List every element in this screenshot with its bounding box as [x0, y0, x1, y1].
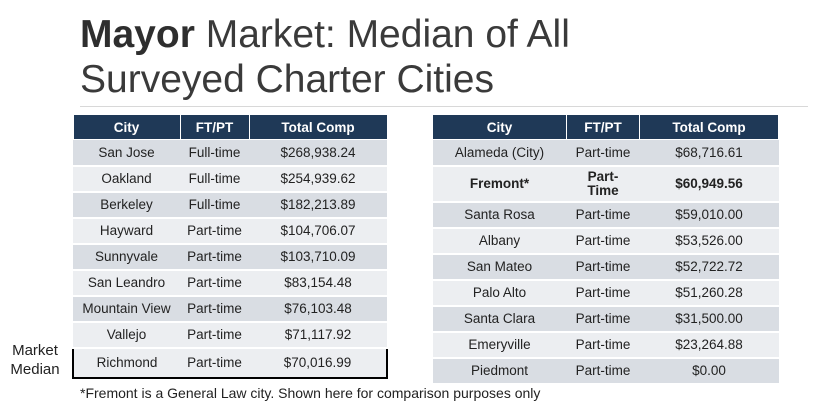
table-row: Emeryville Part-time $23,264.88 [432, 331, 779, 359]
table-row: Sunnyvale Part-time $103,710.09 [73, 243, 387, 271]
cell-city: San Leandro [73, 269, 180, 297]
header-city: City [72, 114, 181, 140]
cell-comp: $268,938.24 [249, 139, 387, 167]
cell-comp: $53,526.00 [639, 227, 779, 255]
table-row: Piedmont Part-time $0.00 [432, 357, 779, 385]
table-header-row: City FT/PT Total Comp [432, 114, 779, 140]
cell-city: Santa Rosa [432, 201, 567, 229]
cell-comp: $68,716.61 [639, 139, 779, 167]
cell-city: Oakland [73, 165, 180, 193]
header-ftpt: FT/PT [179, 114, 250, 140]
cell-comp: $60,949.56 [639, 165, 779, 203]
title-divider [80, 106, 808, 107]
header-total-comp: Total Comp [248, 114, 388, 140]
cell-city: Santa Clara [432, 305, 567, 333]
market-median-label: Market Median [10, 342, 60, 378]
table-row: Vallejo Part-time $71,117.92 [73, 321, 387, 349]
cell-city: Berkeley [73, 191, 180, 219]
cell-ftpt: Part-time [566, 331, 640, 359]
cell-comp: $83,154.48 [249, 269, 387, 297]
title-line2: Surveyed Charter Cities [80, 58, 494, 101]
cell-ftpt: Part-time [180, 269, 249, 297]
cell-city: Emeryville [432, 331, 567, 359]
cell-ftpt: Part-time [566, 305, 640, 333]
fremont-row: Fremont* Part-Time $60,949.56 [432, 165, 779, 203]
cell-ftpt: Part-time [180, 321, 249, 349]
cell-comp: $0.00 [639, 357, 779, 385]
cell-city: Alameda (City) [432, 139, 567, 167]
table-row: Berkeley Full-time $182,213.89 [73, 191, 387, 219]
cell-ftpt: Part-time [566, 227, 640, 255]
median-row: Richmond Part-time $70,016.99 [72, 346, 388, 379]
table-row: Alameda (City) Part-time $68,716.61 [432, 139, 779, 167]
cell-city: Sunnyvale [73, 243, 180, 271]
table-row: Oakland Full-time $254,939.62 [73, 165, 387, 193]
cell-comp: $52,722.72 [639, 253, 779, 281]
cell-city: San Jose [73, 139, 180, 167]
right-comp-table: City FT/PT Total Comp Alameda (City) Par… [432, 114, 779, 385]
cell-ftpt: Part-time [566, 253, 640, 281]
cell-city: San Mateo [432, 253, 567, 281]
cell-ftpt: Full-time [180, 139, 249, 167]
cell-ftpt: Part-time [180, 243, 249, 271]
cell-city: Piedmont [432, 357, 567, 385]
cell-comp: $71,117.92 [249, 321, 387, 349]
cell-ftpt: Part-time [566, 201, 640, 229]
cell-comp: $70,016.99 [249, 346, 388, 379]
cell-city: Fremont* [432, 165, 567, 203]
cell-ftpt: Part-time [566, 357, 640, 385]
footnote: *Fremont is a General Law city. Shown he… [80, 385, 541, 401]
cell-comp: $182,213.89 [249, 191, 387, 219]
cell-city: Albany [432, 227, 567, 255]
cell-comp: $23,264.88 [639, 331, 779, 359]
cell-ftpt: Part-time [566, 279, 640, 307]
header-total-comp: Total Comp [639, 114, 779, 140]
cell-ftpt: Part-time [180, 295, 249, 323]
table-row: Santa Rosa Part-time $59,010.00 [432, 201, 779, 229]
cell-comp: $254,939.62 [249, 165, 387, 193]
cell-ftpt: Part-time [566, 139, 640, 167]
cell-ftpt: Part-time [180, 217, 249, 245]
cell-comp: $59,010.00 [639, 201, 779, 229]
table-row: San Mateo Part-time $52,722.72 [432, 253, 779, 281]
title-line1-rest: Market: Median of All [194, 13, 570, 56]
table-header-row: City FT/PT Total Comp [72, 114, 388, 140]
table-row: San Jose Full-time $268,938.24 [73, 139, 387, 167]
title-bold-word: Mayor [80, 13, 195, 56]
cell-city: Palo Alto [432, 279, 567, 307]
cell-city: Hayward [73, 217, 180, 245]
table-row: San Leandro Part-time $83,154.48 [73, 269, 387, 297]
cell-comp: $31,500.00 [639, 305, 779, 333]
cell-city: Richmond [72, 346, 180, 379]
cell-comp: $51,260.28 [639, 279, 779, 307]
table-row: Santa Clara Part-time $31,500.00 [432, 305, 779, 333]
cell-ftpt: Part-Time [566, 165, 640, 203]
header-city: City [432, 114, 567, 140]
slide-title: Mayor Market: Median of All Surveyed Char… [80, 12, 570, 102]
cell-comp: $103,710.09 [249, 243, 387, 271]
cell-city: Vallejo [73, 321, 180, 349]
header-ftpt: FT/PT [566, 114, 640, 140]
cell-comp: $76,103.48 [249, 295, 387, 323]
table-row: Palo Alto Part-time $51,260.28 [432, 279, 779, 307]
left-comp-table: City FT/PT Total Comp San Jose Full-time… [72, 114, 388, 379]
cell-ftpt: Full-time [180, 191, 249, 219]
table-row: Mountain View Part-time $76,103.48 [73, 295, 387, 323]
cell-ftpt: Part-time [180, 346, 249, 379]
table-row: Albany Part-time $53,526.00 [432, 227, 779, 255]
cell-comp: $104,706.07 [249, 217, 387, 245]
table-row: Hayward Part-time $104,706.07 [73, 217, 387, 245]
cell-ftpt: Full-time [180, 165, 249, 193]
cell-city: Mountain View [73, 295, 180, 323]
